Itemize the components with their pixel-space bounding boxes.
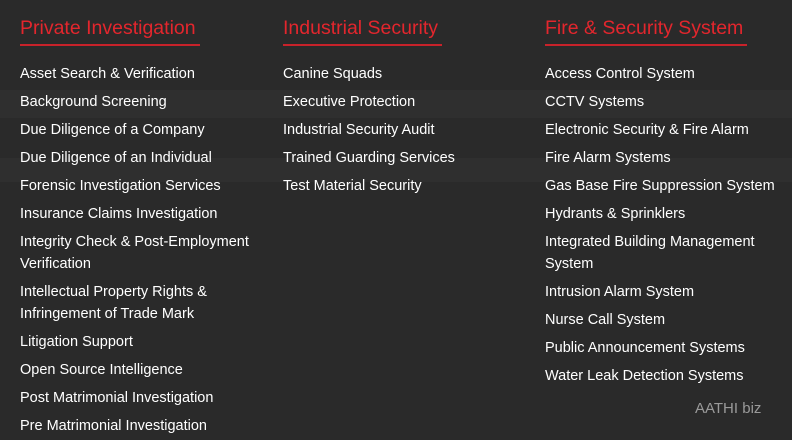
menu-column: Fire & Security System Access Control Sys…: [545, 14, 781, 390]
menu-list: Access Control System CCTV Systems Electro…: [545, 60, 781, 390]
menu-link[interactable]: Test Material Security: [283, 178, 422, 194]
menu-link[interactable]: Pre Matrimonial Investigation: [20, 418, 207, 434]
menu-link[interactable]: Industrial Security Audit: [283, 122, 435, 138]
column-heading[interactable]: Private Investigation: [20, 14, 200, 46]
menu-link[interactable]: Forensic Investigation Services: [20, 178, 221, 194]
menu-link[interactable]: Background Screening: [20, 94, 167, 110]
column-heading[interactable]: Industrial Security: [283, 14, 442, 46]
menu-link[interactable]: Canine Squads: [283, 66, 383, 82]
menu-link[interactable]: Integrated Building Management System: [545, 234, 755, 272]
menu-link[interactable]: Fire Alarm Systems: [545, 150, 671, 166]
menu-list: Asset Search & Verification Background Sc…: [20, 60, 256, 440]
menu-link[interactable]: Post Matrimonial Investigation: [20, 390, 214, 406]
menu-link[interactable]: Insurance Claims Investigation: [20, 206, 218, 222]
watermark: AATHI biz: [695, 400, 762, 417]
menu-link[interactable]: CCTV Systems: [545, 94, 645, 110]
menu-link[interactable]: Integrity Check & Post-Employment Verifi…: [20, 234, 249, 272]
menu-link[interactable]: Executive Protection: [283, 94, 416, 110]
menu-list: Canine Squads Executive Protection Industr…: [283, 60, 519, 200]
menu-link[interactable]: Public Announcement Systems: [545, 340, 745, 356]
menu-link[interactable]: Due Diligence of a Company: [20, 122, 205, 138]
menu-link[interactable]: Gas Base Fire Suppression System: [545, 178, 775, 194]
menu-link[interactable]: Trained Guarding Services: [283, 150, 455, 166]
menu-link[interactable]: Litigation Support: [20, 334, 133, 350]
menu-link[interactable]: Open Source Intelligence: [20, 362, 183, 378]
menu-link[interactable]: Due Diligence of an Individual: [20, 150, 212, 166]
menu-link[interactable]: Water Leak Detection Systems: [545, 368, 744, 384]
menu-link[interactable]: Electronic Security & Fire Alarm: [545, 122, 749, 138]
column-heading[interactable]: Fire & Security System: [545, 14, 748, 46]
menu-link[interactable]: Intellectual Property Rights & Infringem…: [20, 284, 207, 322]
menu-link[interactable]: Access Control System: [545, 66, 695, 82]
menu-link[interactable]: Asset Search & Verification: [20, 66, 195, 82]
menu-column: Private Investigation Asset Search & Veri…: [20, 14, 256, 440]
menu-link[interactable]: Intrusion Alarm System: [545, 284, 695, 300]
menu-column: Industrial Security Canine Squads Executiv…: [283, 14, 519, 200]
menu-link[interactable]: Nurse Call System: [545, 312, 666, 328]
menu-link[interactable]: Hydrants & Sprinklers: [545, 206, 686, 222]
